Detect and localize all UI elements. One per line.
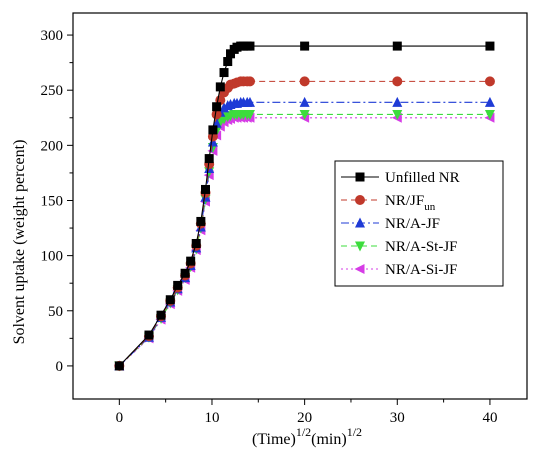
x-axis-label-unit: (min) [311,431,347,448]
legend-label-text: Unfilled NR [385,170,460,186]
data-point [165,295,175,305]
y-tick-label: 100 [41,249,64,265]
data-point [223,57,233,67]
data-point [191,238,201,248]
y-tick-label: 50 [48,304,63,320]
legend-label: NR/A-Si-JF [385,262,458,278]
data-point [245,41,255,51]
data-point [392,96,403,107]
legend-label-text: NR/A-Si-JF [385,262,458,278]
data-point [207,136,218,147]
legend-label: NR/A-JF [385,216,440,232]
y-tick-label: 300 [41,28,64,44]
legend-marker [355,241,365,252]
data-point [299,96,310,107]
legend-label-text: NR/A-JF [385,216,440,232]
legend: Unfilled NR NR/JFun NR/A-JF NR/A-St-JF NR/A-… [334,160,504,287]
x-axis-label: (Time)1/2(min)1/2 [252,425,362,448]
data-point [219,68,229,78]
legend-marker [355,195,365,205]
data-point [114,361,124,371]
plot-area: 0 10 20 30 40 0 50 100 150 200 250 300 [41,12,528,426]
x-tick-label: 10 [204,410,219,426]
data-point [211,109,222,120]
y-tick-label: 200 [41,138,64,154]
legend-label-text: NR/A-St-JF [385,239,458,255]
data-point [392,109,403,120]
y-tick-label: 0 [56,359,64,375]
x-tick-label: 40 [482,410,497,426]
data-point [204,154,214,164]
x-axis-label-unit-exponent: 1/2 [347,425,362,439]
data-point [244,96,255,107]
data-point [208,125,218,135]
data-point [156,310,166,320]
data-point [299,76,310,87]
legend-marker [355,217,365,228]
y-axis-label: Solvent uptake (weight percent) [11,140,28,345]
y-tick-label: 150 [41,193,64,209]
data-point [144,330,154,340]
legend-label: NR/JFun [385,193,436,213]
data-point [392,41,402,51]
x-tick-label: 0 [116,410,124,426]
data-point [196,216,206,226]
data-point [485,41,495,51]
legend-label-text: NR/JF [385,193,424,209]
data-point [180,268,190,278]
data-point [212,102,222,112]
data-point [299,109,310,120]
data-point [244,76,255,87]
data-point [300,41,310,51]
y-tick-label: 250 [41,83,64,99]
plot-frame [72,12,528,400]
x-axis-label-exponent: 1/2 [296,425,311,439]
data-point [186,256,196,266]
data-point [244,109,255,120]
data-point [200,184,210,194]
x-tick-label: 30 [390,410,405,426]
data-point [484,109,495,120]
data-point [392,76,403,87]
data-point [484,96,495,107]
legend-label: NR/A-St-JF [385,239,458,255]
data-point [173,280,183,290]
legend-marker [354,264,365,274]
legend-label: Unfilled NR [385,170,460,186]
data-point [484,76,495,87]
legend-marker [355,172,365,182]
x-tick-label: 20 [297,410,312,426]
legend-label-subscript: un [424,201,436,213]
x-axis-label-quantity: (Time) [252,431,296,448]
data-point [215,82,225,92]
